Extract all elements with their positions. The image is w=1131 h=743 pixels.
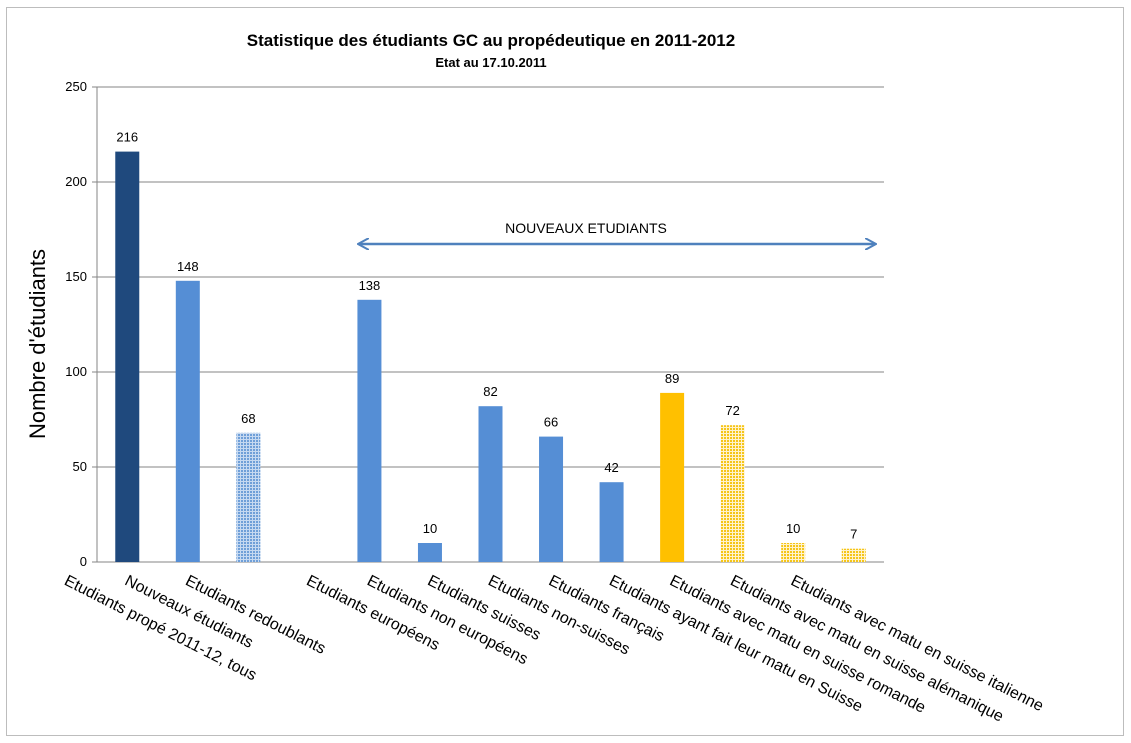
data-labels-group: 216 148 68 138 10 82 66 42 89 72 10 7: [116, 130, 857, 542]
data-label: 42: [604, 460, 618, 475]
data-label: 72: [725, 403, 739, 418]
y-axis-label: Nombre d'étudiants: [25, 249, 50, 439]
bar: [841, 548, 866, 562]
y-tick-label: 150: [65, 269, 87, 284]
bar: [357, 299, 382, 562]
category-label: Etudiants avec matu en suisse alémanique: [727, 572, 1006, 725]
y-tick-label: 100: [65, 364, 87, 379]
data-label: 66: [544, 415, 558, 430]
bar: [236, 432, 261, 562]
bar: [539, 436, 564, 562]
bar: [115, 151, 140, 562]
data-label: 89: [665, 371, 679, 386]
bar: [478, 406, 503, 562]
data-label: 148: [177, 259, 199, 274]
chart-subtitle: Etat au 17.10.2011: [435, 55, 546, 70]
data-label: 7: [850, 527, 857, 542]
bars-group: [115, 151, 866, 562]
bar: [660, 392, 685, 562]
data-label: 68: [241, 411, 255, 426]
data-label: 10: [786, 521, 800, 536]
gridlines: [97, 86, 884, 468]
y-tick-label: 0: [80, 554, 87, 569]
data-label: 138: [359, 278, 381, 293]
y-tick-label: 200: [65, 174, 87, 189]
data-label: 216: [116, 130, 138, 145]
new-students-annotation: NOUVEAUX ETUDIANTS: [505, 220, 667, 236]
bar-chart: Statistique des étudiants GC au propédeu…: [25, 31, 1046, 726]
y-axis-ticks: 0 50 100 150 200 250: [65, 79, 97, 569]
bar: [599, 482, 624, 562]
bar: [175, 280, 200, 562]
chart-title: Statistique des étudiants GC au propédeu…: [247, 31, 735, 50]
chart-frame: Statistique des étudiants GC au propédeu…: [6, 7, 1124, 736]
y-tick-label: 50: [73, 459, 87, 474]
category-label: Etudiants avec matu en suisse romande: [667, 572, 928, 716]
bar: [720, 425, 745, 562]
data-label: 82: [483, 384, 497, 399]
bar: [781, 543, 806, 562]
y-tick-label: 250: [65, 79, 87, 94]
bar: [417, 543, 442, 562]
data-label: 10: [423, 521, 437, 536]
